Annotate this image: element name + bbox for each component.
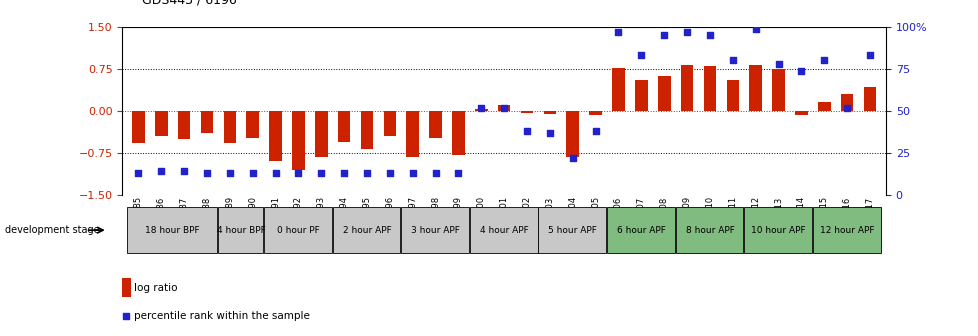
Text: development stage: development stage xyxy=(5,225,100,235)
Point xyxy=(244,170,260,176)
Point xyxy=(518,128,534,134)
Text: 10 hour APF: 10 hour APF xyxy=(750,226,805,235)
Bar xyxy=(200,111,213,133)
Bar xyxy=(291,111,304,170)
Bar xyxy=(406,111,419,157)
Text: 0 hour PF: 0 hour PF xyxy=(277,226,320,235)
Point xyxy=(655,33,671,38)
Text: 6 hour APF: 6 hour APF xyxy=(616,226,665,235)
Bar xyxy=(315,111,328,157)
Bar xyxy=(178,111,190,139)
Bar xyxy=(520,111,533,113)
Bar xyxy=(566,111,578,157)
Bar xyxy=(657,76,670,111)
Text: 12 hour APF: 12 hour APF xyxy=(819,226,873,235)
Bar xyxy=(748,65,761,111)
Point xyxy=(793,68,809,73)
Point xyxy=(610,29,626,35)
Bar xyxy=(818,102,829,111)
Point xyxy=(679,29,694,35)
Bar xyxy=(360,111,373,149)
Text: 2 hour APF: 2 hour APF xyxy=(342,226,391,235)
Bar xyxy=(429,111,441,138)
Bar xyxy=(333,208,400,253)
Text: 18 hour BPF: 18 hour BPF xyxy=(145,226,200,235)
Point xyxy=(725,58,740,63)
Point xyxy=(862,53,877,58)
Point xyxy=(542,130,557,135)
Bar xyxy=(675,208,742,253)
Point xyxy=(770,61,785,67)
Point xyxy=(381,170,397,176)
Bar xyxy=(703,66,716,111)
Bar xyxy=(383,111,396,136)
Bar xyxy=(127,208,217,253)
Point xyxy=(633,53,648,58)
Text: 8 hour APF: 8 hour APF xyxy=(685,226,734,235)
Point xyxy=(130,170,146,176)
Point xyxy=(450,170,466,176)
Point xyxy=(747,26,763,31)
Point xyxy=(290,170,306,176)
Text: 5 hour APF: 5 hour APF xyxy=(548,226,597,235)
Bar xyxy=(840,94,853,111)
Bar xyxy=(538,208,605,253)
Bar xyxy=(122,278,131,297)
Bar xyxy=(132,111,145,143)
Point xyxy=(473,105,489,110)
Bar xyxy=(812,208,879,253)
Point xyxy=(359,170,375,176)
Point xyxy=(701,33,717,38)
Bar xyxy=(218,208,263,253)
Point xyxy=(222,170,238,176)
Bar xyxy=(269,111,282,161)
Point xyxy=(336,170,352,176)
Point xyxy=(154,169,169,174)
Text: 3 hour APF: 3 hour APF xyxy=(411,226,460,235)
Text: GDS443 / 6196: GDS443 / 6196 xyxy=(142,0,237,7)
Bar xyxy=(680,65,692,111)
Point xyxy=(199,170,214,176)
Bar xyxy=(794,111,807,115)
Bar xyxy=(337,111,350,142)
Bar xyxy=(635,80,647,111)
Point xyxy=(816,58,831,63)
Bar xyxy=(863,87,875,111)
Bar xyxy=(611,68,624,111)
Bar xyxy=(606,208,674,253)
Bar xyxy=(543,111,556,114)
Text: log ratio: log ratio xyxy=(134,283,178,293)
Bar xyxy=(246,111,259,138)
Point xyxy=(313,170,329,176)
Bar xyxy=(743,208,811,253)
Bar xyxy=(589,111,601,115)
Bar xyxy=(469,208,537,253)
Point xyxy=(564,155,580,161)
Point xyxy=(267,170,283,176)
Bar xyxy=(498,105,510,111)
Bar xyxy=(452,111,465,155)
Point xyxy=(405,170,421,176)
Point xyxy=(176,169,192,174)
Bar xyxy=(155,111,167,136)
Point xyxy=(587,128,602,134)
Text: 4 hour APF: 4 hour APF xyxy=(479,226,528,235)
Bar xyxy=(401,208,468,253)
Point xyxy=(118,313,134,319)
Bar xyxy=(264,208,332,253)
Point xyxy=(427,170,443,176)
Bar xyxy=(726,80,738,111)
Bar xyxy=(474,109,487,111)
Point xyxy=(838,105,854,110)
Bar xyxy=(772,69,784,111)
Bar xyxy=(223,111,236,143)
Text: 4 hour BPF: 4 hour BPF xyxy=(217,226,265,235)
Text: percentile rank within the sample: percentile rank within the sample xyxy=(134,311,310,321)
Point xyxy=(496,105,511,110)
